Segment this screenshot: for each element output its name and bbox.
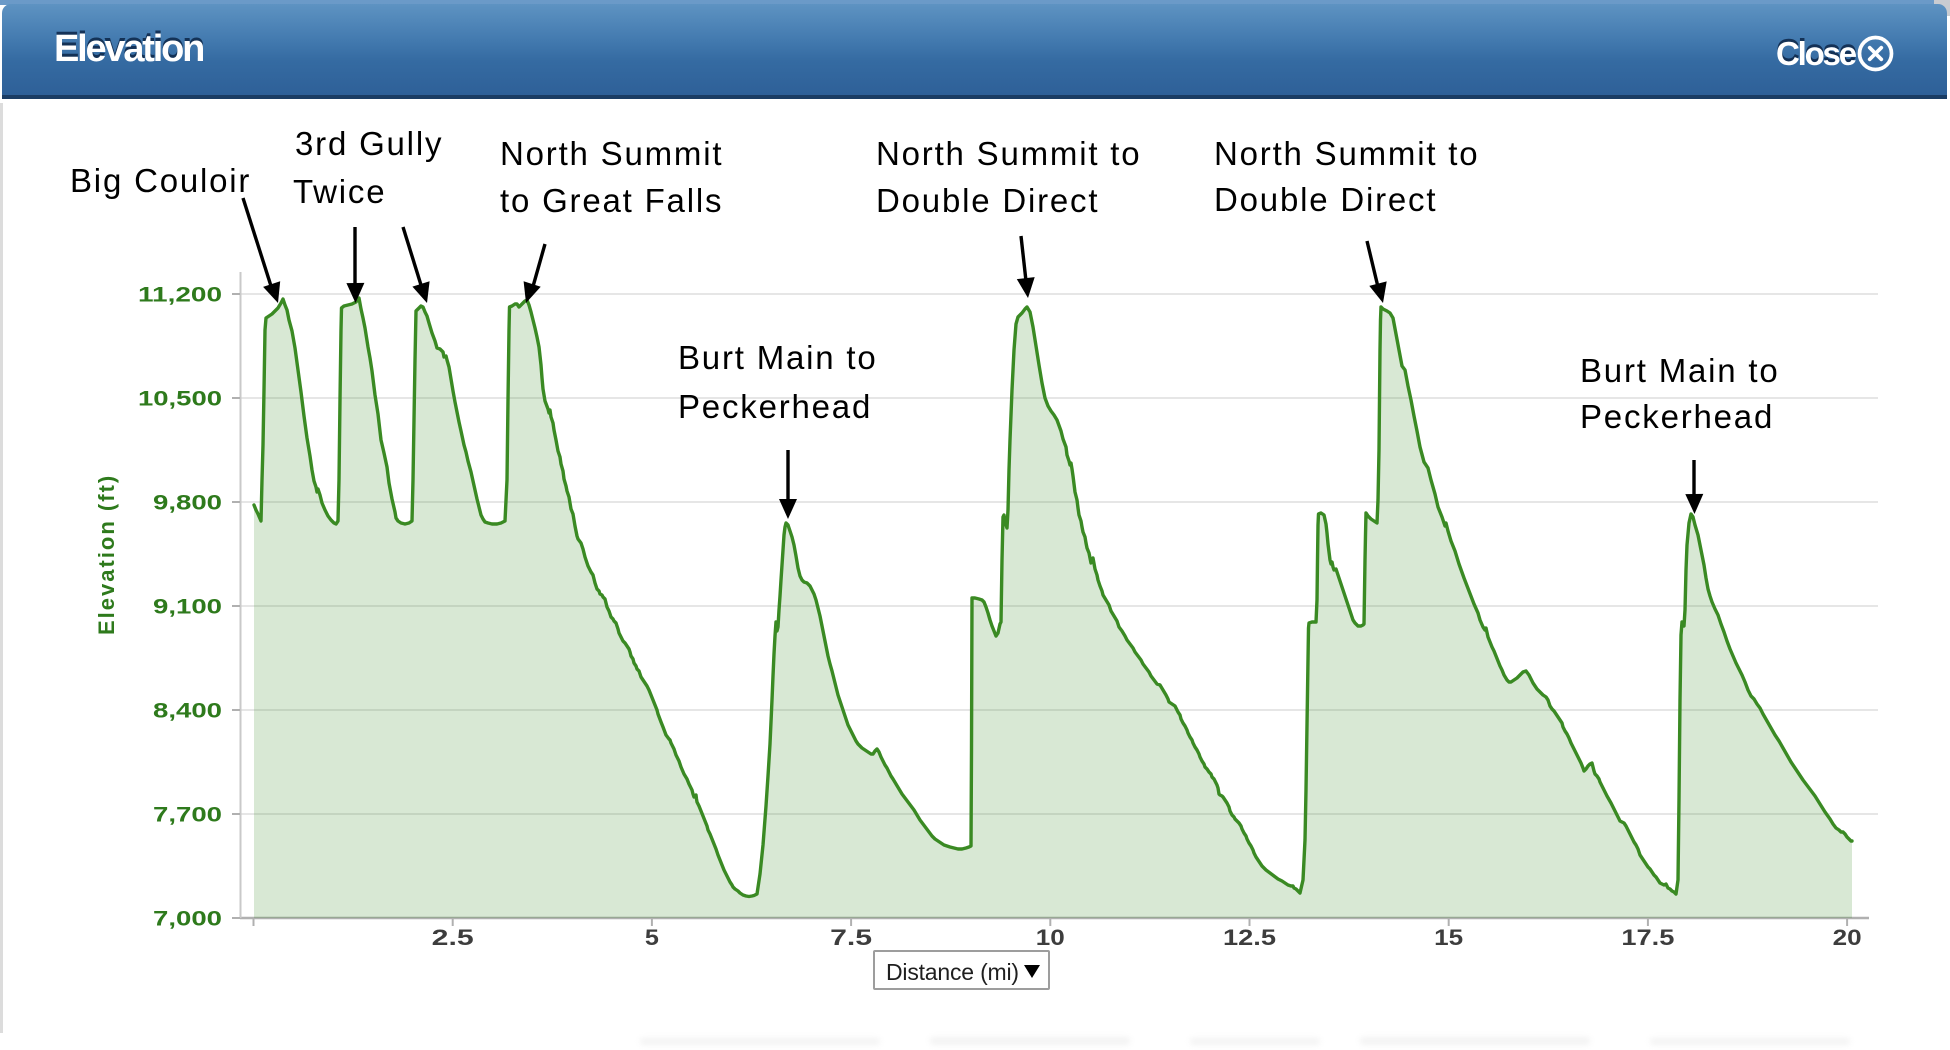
- svg-text:7,000: 7,000: [153, 908, 222, 931]
- svg-text:15: 15: [1434, 925, 1463, 950]
- svg-text:5: 5: [645, 925, 659, 950]
- svg-text:Elevation (ft): Elevation (ft): [94, 474, 119, 635]
- svg-text:7,700: 7,700: [153, 804, 222, 827]
- svg-text:8,400: 8,400: [153, 700, 222, 723]
- svg-text:11,200: 11,200: [138, 284, 222, 307]
- svg-text:2.5: 2.5: [432, 925, 474, 950]
- svg-text:20: 20: [1833, 925, 1862, 950]
- svg-text:10: 10: [1036, 925, 1065, 950]
- svg-text:7.5: 7.5: [830, 925, 872, 950]
- svg-text:17.5: 17.5: [1621, 925, 1674, 950]
- svg-text:10,500: 10,500: [138, 388, 222, 411]
- svg-text:9,800: 9,800: [153, 492, 222, 515]
- svg-text:9,100: 9,100: [153, 596, 222, 619]
- svg-text:12.5: 12.5: [1223, 925, 1276, 950]
